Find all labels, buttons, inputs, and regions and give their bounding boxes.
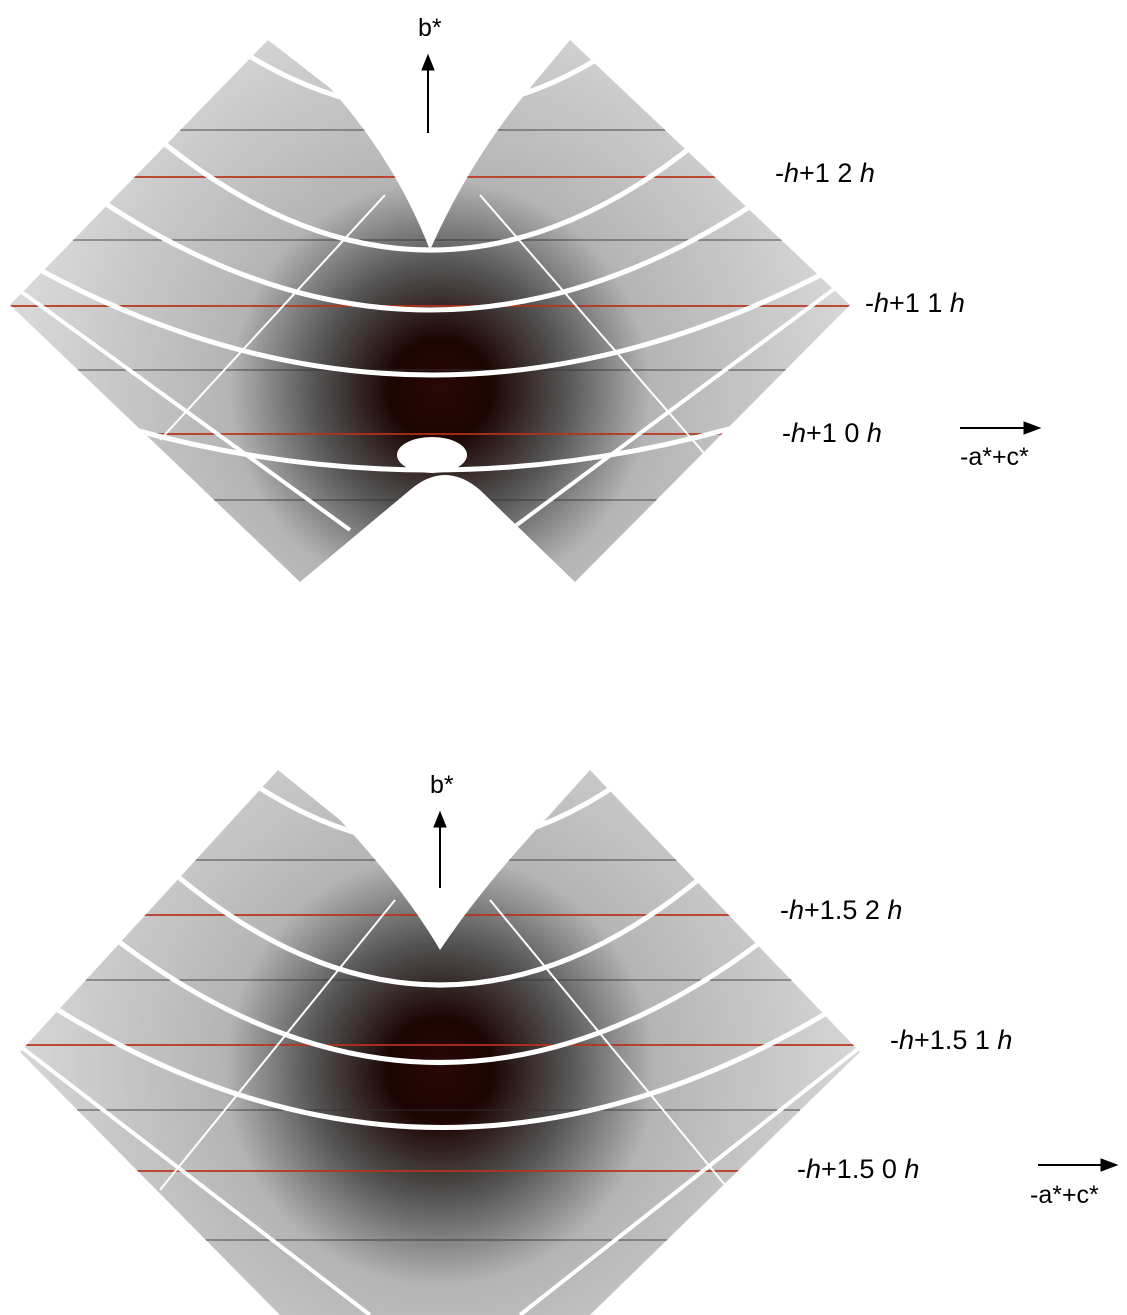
layer-label: -h+1.5 2 h xyxy=(780,895,903,925)
right-axis-label: -a*+c* xyxy=(960,443,1029,471)
layer-label: -h+1.5 1 h xyxy=(890,1025,1013,1055)
grid-lines xyxy=(20,770,860,1315)
right-axis-label: -a*+c* xyxy=(1030,1181,1099,1209)
reciprocal-space-map-bottom xyxy=(20,770,1119,1315)
layer-label: -h+1 2 h xyxy=(775,158,875,188)
layer-label: -h+1.5 0 h xyxy=(797,1154,920,1184)
reciprocal-space-map-top xyxy=(10,40,1042,582)
right-axis-arrow xyxy=(960,421,1042,435)
diffraction-panel-bottom: b* -a*+c* -h+1.5 2 h -h+1.5 1 h -h+1.5 0… xyxy=(0,740,1127,1315)
up-axis-label: b* xyxy=(418,14,442,42)
up-axis-label: b* xyxy=(430,771,454,799)
right-axis-arrow xyxy=(1038,1158,1119,1172)
diffraction-panel-top: b* -a*+c* -h+1 2 h -h+1 1 h -h+1 0 h xyxy=(0,0,1127,620)
layer-label: -h+1 1 h xyxy=(865,288,965,318)
up-axis-arrow xyxy=(433,810,447,888)
map-area xyxy=(20,770,860,1315)
up-axis-arrow xyxy=(421,53,435,133)
layer-label: -h+1 0 h xyxy=(782,418,882,448)
